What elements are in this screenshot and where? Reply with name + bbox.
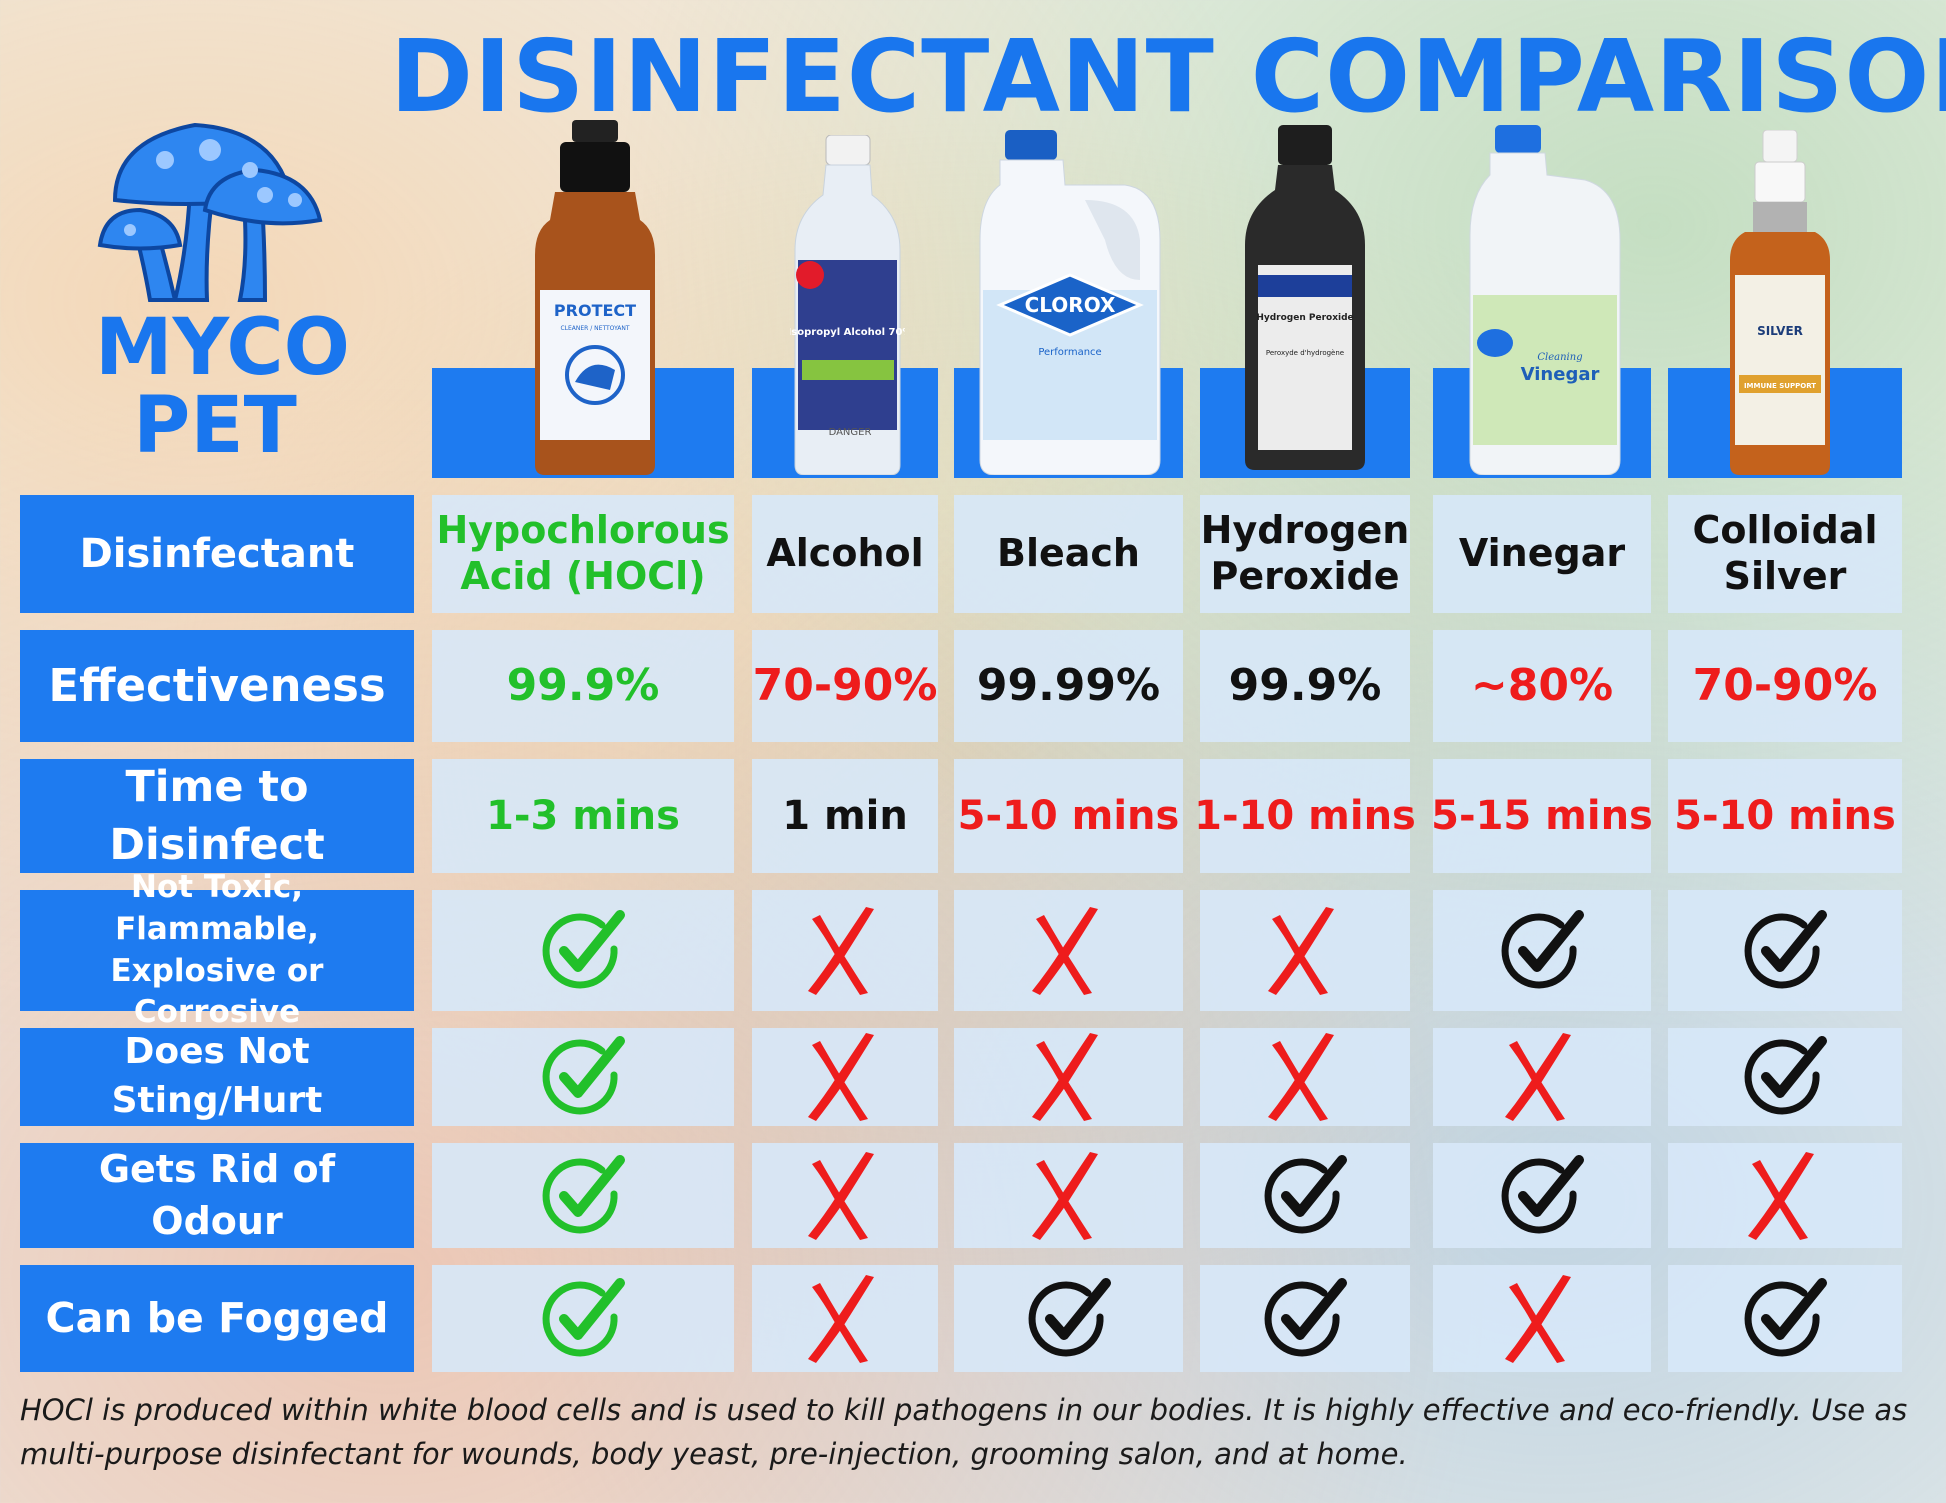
table-cell-value: 1 min	[752, 759, 938, 873]
cross-icon	[1268, 906, 1334, 995]
page-title: DISINFECTANT COMPARISON	[390, 18, 1946, 135]
table-cell-icon	[1433, 1028, 1651, 1126]
table-cell-icon	[1433, 1265, 1651, 1372]
row-label: Can be Fogged	[20, 1265, 414, 1372]
product-name: Vinegar	[1433, 495, 1651, 613]
table-cell-value: 70-90%	[1668, 630, 1902, 742]
hocl-bottle-image: PROTECT CLEANER / NETTOYANT	[535, 120, 655, 475]
bleach-bottle-sublabel: Performance	[1038, 347, 1101, 358]
silver-bottle-label: SILVER	[1757, 324, 1803, 338]
cross-icon	[1031, 1033, 1098, 1121]
table-cell-icon	[1200, 1265, 1410, 1372]
table-cell-value: 99.99%	[954, 630, 1183, 742]
table-cell-icon	[954, 1143, 1183, 1248]
alcohol-bottle-label: Isopropyl Alcohol 70%	[790, 327, 905, 338]
row-label: Time to Disinfect	[20, 759, 414, 873]
table-cell-value: 70-90%	[752, 630, 938, 742]
alcohol-bottle-image: Isopropyl Alcohol 70% DANGER	[790, 135, 905, 475]
table-cell-icon	[752, 1143, 938, 1248]
table-cell-icon	[1433, 890, 1651, 1011]
check-black-icon	[1744, 1036, 1827, 1115]
table-cell-icon	[1433, 1143, 1651, 1248]
table-cell-icon	[432, 1143, 734, 1248]
hocl-bottle-sublabel: CLEANER / NETTOYANT	[560, 325, 629, 332]
check-green-icon	[542, 1154, 625, 1233]
table-cell-icon	[752, 890, 938, 1011]
peroxide-bottle-sublabel: Peroxyde d'hydrogène	[1266, 349, 1344, 357]
table-cell-icon	[1200, 1028, 1410, 1126]
peroxide-bottle-image: Hydrogen Peroxide Peroxyde d'hydrogène	[1245, 125, 1365, 470]
row-label: Effectiveness	[20, 630, 414, 742]
check-black-icon	[1264, 1277, 1347, 1356]
brand-logo: MYCO PET	[95, 70, 350, 471]
hocl-bottle-label: PROTECT	[554, 301, 636, 320]
table-cell-icon	[954, 890, 1183, 1011]
product-name: Hypochlorous Acid (HOCl)	[432, 495, 734, 613]
check-green-icon	[542, 1277, 625, 1356]
table-cell-value: 1-3 mins	[432, 759, 734, 873]
table-cell-icon	[954, 1028, 1183, 1126]
cross-icon	[1505, 1274, 1571, 1363]
table-cell-icon	[752, 1028, 938, 1126]
silver-bottle-image: SILVER IMMUNE SUPPORT	[1730, 130, 1830, 475]
table-cell-icon	[1668, 1265, 1902, 1372]
table-cell-value: 5-10 mins	[1668, 759, 1902, 873]
table-cell-icon	[1668, 1143, 1902, 1248]
logo-text-line2: PET	[133, 381, 297, 471]
table-cell-icon	[432, 890, 734, 1011]
check-green-icon	[542, 1036, 625, 1115]
product-name: Alcohol	[752, 495, 938, 613]
vinegar-bottle-label: Vinegar	[1521, 364, 1600, 385]
peroxide-bottle-label: Hydrogen Peroxide	[1256, 313, 1353, 323]
table-cell-icon	[1200, 890, 1410, 1011]
table-cell-value: 99.9%	[1200, 630, 1410, 742]
table-cell-value: ~80%	[1433, 630, 1651, 742]
table-cell-icon	[1668, 1028, 1902, 1126]
table-cell-value: 5-15 mins	[1431, 759, 1653, 873]
product-name: Colloidal Silver	[1668, 495, 1902, 613]
mushroom-icon	[97, 122, 323, 302]
product-name: Bleach	[954, 495, 1183, 613]
table-cell-icon	[1668, 890, 1902, 1011]
row-label: Not Toxic, Flammable, Explosive or Corro…	[20, 869, 414, 1030]
vinegar-bottle-image: Cleaning Vinegar	[1469, 125, 1621, 475]
check-black-icon	[1028, 1277, 1111, 1356]
table-cell-value: 1-10 mins	[1194, 759, 1416, 873]
vinegar-bottle-sublabel: Cleaning	[1537, 352, 1582, 363]
check-black-icon	[1264, 1154, 1347, 1233]
cross-icon	[808, 906, 874, 995]
cross-icon	[808, 1033, 874, 1121]
footer-note: HOCl is produced within white blood cell…	[20, 1393, 1908, 1471]
table-cell-icon	[432, 1028, 734, 1126]
check-black-icon	[1501, 1154, 1584, 1233]
bleach-bottle-image: CLOROX Performance	[979, 130, 1161, 475]
table-cell-icon	[752, 1265, 938, 1372]
row-label: Does Not Sting/Hurt	[20, 1028, 414, 1126]
silver-bottle-sublabel: IMMUNE SUPPORT	[1744, 382, 1816, 390]
bleach-bottle-label: CLOROX	[1025, 293, 1116, 317]
cross-icon	[808, 1151, 874, 1240]
table-cell-icon	[954, 1265, 1183, 1372]
cross-icon	[1031, 1151, 1098, 1240]
check-black-icon	[1501, 909, 1584, 988]
cross-icon	[1505, 1033, 1571, 1121]
check-black-icon	[1744, 909, 1827, 988]
product-name: Hydrogen Peroxide	[1200, 495, 1410, 613]
row-label: Disinfectant	[20, 495, 414, 613]
table-cell-icon	[432, 1265, 734, 1372]
cross-icon	[1748, 1151, 1814, 1240]
cross-icon	[1268, 1033, 1334, 1121]
table-cell-value: 5-10 mins	[954, 759, 1183, 873]
check-green-icon	[542, 909, 625, 988]
table-cell-value: 99.9%	[432, 630, 734, 742]
check-black-icon	[1744, 1277, 1827, 1356]
cross-icon	[1031, 906, 1098, 995]
alcohol-bottle-sublabel: DANGER	[829, 427, 872, 438]
logo-text-line1: MYCO	[95, 303, 350, 393]
row-label: Gets Rid of Odour	[20, 1143, 414, 1248]
cross-icon	[808, 1274, 874, 1363]
table-cell-icon	[1200, 1143, 1410, 1248]
